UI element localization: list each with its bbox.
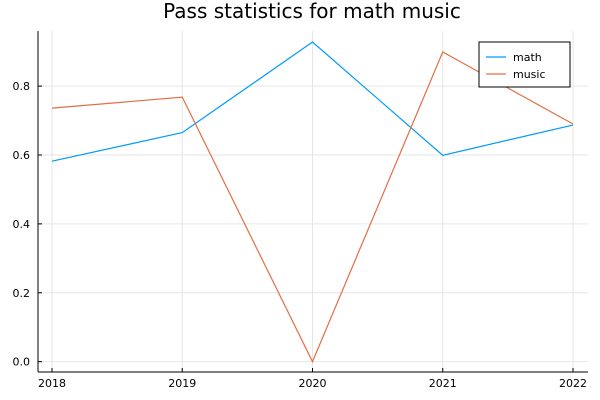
x-tick-label: 2021 [429, 377, 457, 390]
x-tick-label: 2018 [38, 377, 66, 390]
legend-box [478, 41, 571, 88]
y-tick-label: 0.8 [13, 80, 31, 93]
x-tick-label: 2019 [168, 377, 196, 390]
legend-label-music: music [513, 68, 546, 81]
y-tick-label: 0.0 [13, 356, 31, 369]
y-tick-label: 0.4 [13, 218, 31, 231]
chart-title: Pass statistics for math music [163, 0, 461, 23]
legend: math music [478, 41, 571, 88]
y-tick-label: 0.6 [13, 149, 31, 162]
x-tick-label: 2022 [559, 377, 587, 390]
legend-label-math: math [513, 51, 542, 64]
y-tick-label: 0.2 [13, 287, 31, 300]
x-tick-label: 2020 [299, 377, 327, 390]
series-line-math [51, 41, 574, 162]
axes-layer: 0.0 0.2 0.4 0.6 0.8 2018 2019 2020 2021 2022 [13, 31, 588, 390]
grid-layer [38, 31, 588, 372]
